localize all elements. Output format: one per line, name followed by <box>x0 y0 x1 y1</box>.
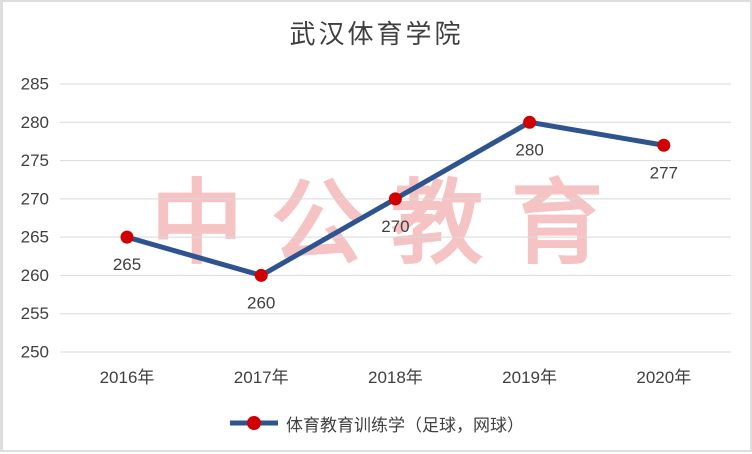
y-axis-tick-label: 285 <box>21 75 49 94</box>
chart-title: 武汉体育学院 <box>289 19 464 49</box>
y-axis-tick-label: 250 <box>21 343 49 362</box>
y-axis-tick-label: 265 <box>21 228 49 247</box>
data-point-label: 260 <box>247 293 275 312</box>
x-axis-tick-label: 2016年 <box>100 368 155 387</box>
legend-series-marker-icon <box>230 416 278 430</box>
data-point-label: 277 <box>650 163 678 182</box>
data-point-label: 270 <box>381 217 409 236</box>
data-point-marker <box>254 268 268 282</box>
data-point-label: 265 <box>113 255 141 274</box>
data-point-marker <box>657 138 671 152</box>
x-axis-tick-label: 2017年 <box>234 368 289 387</box>
x-axis-tick-label: 2020年 <box>636 368 691 387</box>
y-axis-tick-label: 280 <box>21 113 49 132</box>
legend: 体育教育训练学（足球，网球） <box>3 410 750 436</box>
line-chart-plot-area: 250 255 260 265 270 275 280 285 2016年 2017年 2018年 2… <box>21 75 731 387</box>
y-axis-tick-label: 260 <box>21 266 49 285</box>
data-point-marker <box>120 230 134 244</box>
legend-series-label: 体育教育训练学（足球，网球） <box>286 415 524 435</box>
y-axis-tick-label: 275 <box>21 151 49 170</box>
x-axis-tick-label: 2019年 <box>502 368 557 387</box>
data-point-marker <box>388 192 402 206</box>
x-axis-tick-label: 2018年 <box>368 368 423 387</box>
y-axis-tick-label: 270 <box>21 189 49 208</box>
data-point-label: 280 <box>515 140 543 159</box>
y-axis-tick-label: 255 <box>21 304 49 323</box>
watermark-text: 中公教育 <box>151 173 632 275</box>
data-point-marker <box>523 115 537 129</box>
